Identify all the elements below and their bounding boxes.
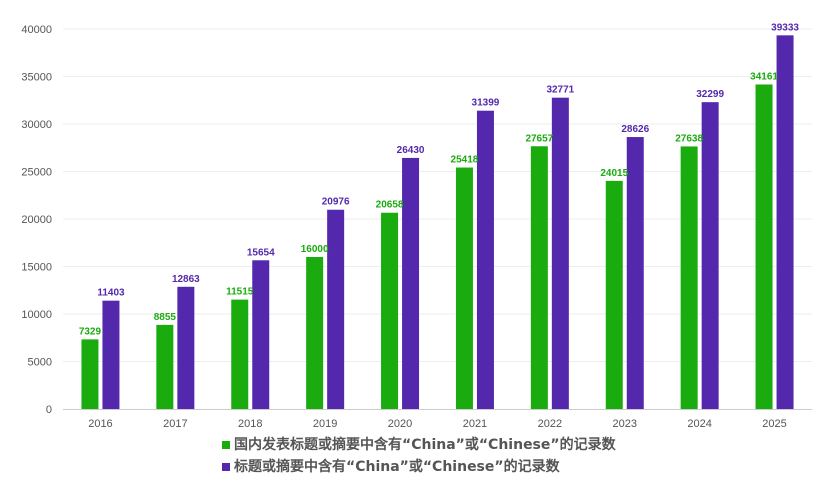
bar-series-2-2022 <box>551 97 569 409</box>
legend-item-series-2: 标题或摘要中含有“China”或“Chinese”的记录数 <box>222 456 616 478</box>
bar-series-1-2018 <box>231 299 249 409</box>
x-tick-label-2021: 2021 <box>463 418 487 430</box>
legend-label-series-1: 国内发表标题或摘要中含有“China”或“Chinese”的记录数 <box>234 437 616 453</box>
legend: 国内发表标题或摘要中含有“China”或“Chinese”的记录数 标题或摘要中… <box>222 434 616 478</box>
data-label-series-1-2018: 11515 <box>226 287 254 298</box>
legend-label-series-2: 标题或摘要中含有“China”或“Chinese”的记录数 <box>234 459 560 475</box>
x-tick-label-2017: 2017 <box>163 418 187 430</box>
data-label-series-1-2020: 20658 <box>376 200 404 211</box>
data-label-series-1-2023: 24015 <box>600 168 628 179</box>
data-labels: 7329 11403 8855 12863 11515 15654 16000 20976 20… <box>79 22 800 337</box>
y-tick-label-25000: 25000 <box>21 167 52 179</box>
x-tick-label-2024: 2024 <box>687 418 711 430</box>
x-tick-label-2025: 2025 <box>762 418 786 430</box>
data-label-series-2-2019: 20976 <box>322 197 350 208</box>
legend-item-series-1: 国内发表标题或摘要中含有“China”或“Chinese”的记录数 <box>222 434 616 456</box>
x-tick-label-2020: 2020 <box>388 418 412 430</box>
bar-series-1-2023 <box>605 180 623 409</box>
bar-series-1-2019 <box>306 257 324 409</box>
data-label-series-2-2016: 11403 <box>97 288 125 299</box>
y-tick-label-10000: 10000 <box>21 309 52 321</box>
bar-series-1-2020 <box>381 212 399 409</box>
bar-series-1-2016 <box>81 339 99 409</box>
bar-series-2-2020 <box>402 157 420 409</box>
bar-series-2-2021 <box>476 110 494 409</box>
data-label-series-1-2025: 34161 <box>750 71 778 82</box>
bar-series-2-2016 <box>102 300 120 409</box>
data-label-series-1-2022: 27657 <box>525 133 553 144</box>
bar-series-1-2022 <box>530 146 548 410</box>
x-tick-label-2019: 2019 <box>313 418 337 430</box>
bar-series-2-2024 <box>701 102 719 410</box>
axes: 0 5000 10000 15000 20000 25000 30000 35000 40000… <box>21 24 812 430</box>
data-label-series-1-2019: 16000 <box>301 244 329 255</box>
y-tick-label-30000: 30000 <box>21 119 52 131</box>
x-tick-label-2016: 2016 <box>88 418 112 430</box>
bars <box>81 35 794 410</box>
bar-series-2-2023 <box>626 137 644 410</box>
data-label-series-2-2018: 15654 <box>247 247 275 258</box>
bar-series-2-2025 <box>776 35 794 410</box>
bar-series-1-2024 <box>680 146 698 409</box>
y-tick-label-0: 0 <box>46 404 52 416</box>
data-label-series-2-2023: 28626 <box>621 124 649 135</box>
data-label-series-2-2025: 39333 <box>771 22 799 33</box>
bar-series-1-2017 <box>156 324 174 409</box>
y-tick-label-20000: 20000 <box>21 214 52 226</box>
data-label-series-2-2022: 32771 <box>546 85 574 96</box>
legend-swatch-series-2 <box>222 463 230 471</box>
data-label-series-2-2017: 12863 <box>172 274 200 285</box>
y-tick-label-40000: 40000 <box>21 24 52 36</box>
x-tick-label-2023: 2023 <box>613 418 637 430</box>
x-tick-label-2018: 2018 <box>238 418 262 430</box>
x-tick-label-2022: 2022 <box>538 418 562 430</box>
bar-series-2-2017 <box>177 286 195 409</box>
data-label-series-1-2016: 7329 <box>79 326 102 337</box>
bar-series-1-2025 <box>755 84 773 410</box>
legend-swatch-series-1 <box>222 441 230 449</box>
y-tick-label-15000: 15000 <box>21 262 52 274</box>
y-tick-label-35000: 35000 <box>21 72 52 84</box>
bar-series-1-2021 <box>455 167 473 409</box>
data-label-series-2-2024: 32299 <box>696 89 724 100</box>
y-tick-label-5000: 5000 <box>28 357 52 369</box>
data-label-series-1-2024: 27638 <box>675 133 703 144</box>
data-label-series-2-2021: 31399 <box>472 98 500 109</box>
data-label-series-2-2020: 26430 <box>397 145 425 156</box>
bar-series-2-2018 <box>252 260 270 409</box>
data-label-series-1-2017: 8855 <box>154 312 177 323</box>
bar-series-2-2019 <box>327 209 345 409</box>
data-label-series-1-2021: 25418 <box>451 155 479 166</box>
